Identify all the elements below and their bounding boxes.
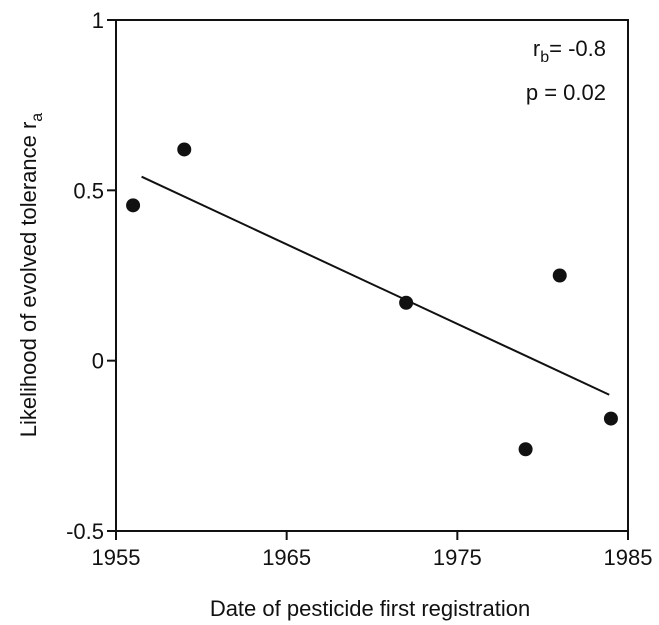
data-point [552, 268, 567, 283]
annotation-suffix: = -0.8 [549, 36, 606, 61]
x-tick-label: 1965 [262, 545, 311, 570]
annotation-subscript: b [540, 49, 549, 66]
y-tick-label: 0.5 [73, 178, 104, 203]
y-axis-label-text: Likelihood of evolved tolerance r [16, 122, 41, 438]
annotation: rb= -0.8 [533, 36, 606, 66]
x-tick-label: 1975 [433, 545, 482, 570]
annotation-text: r [533, 36, 540, 61]
data-point [126, 198, 141, 213]
data-point [603, 411, 618, 426]
plot-frame [115, 19, 629, 532]
y-tick-label: 0 [92, 349, 104, 374]
x-axis-label: Date of pesticide first registration [210, 596, 530, 621]
y-axis-label-subscript: a [29, 113, 46, 122]
data-point [177, 142, 192, 157]
annotation: p = 0.02 [526, 80, 606, 105]
x-tick-label: 1955 [92, 545, 141, 570]
y-tick-label: -0.5 [66, 519, 104, 544]
y-axis-label: Likelihood of evolved tolerance ra [16, 113, 46, 438]
data-point [399, 295, 414, 310]
data-point [518, 442, 533, 457]
y-tick-label: 1 [92, 8, 104, 33]
fit-line [141, 175, 610, 396]
x-tick-label: 1985 [604, 545, 653, 570]
